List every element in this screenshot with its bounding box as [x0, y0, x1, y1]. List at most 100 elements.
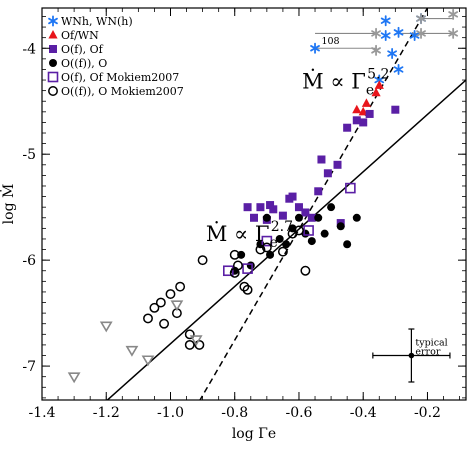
data-point: [294, 203, 303, 212]
data-point: [333, 160, 342, 169]
error-label-error: error: [415, 347, 440, 358]
data-point: [155, 297, 166, 308]
data-point: [229, 249, 240, 260]
data-point: [393, 63, 404, 75]
data-point: [143, 313, 153, 324]
data-point: [266, 201, 275, 210]
data-point: [358, 106, 368, 116]
data-point: [371, 44, 381, 56]
data-point: [255, 244, 266, 255]
data-point: [189, 335, 203, 347]
data-point: [416, 13, 426, 25]
data-point: [294, 213, 303, 222]
data-point: [250, 213, 258, 222]
data-point: [307, 237, 316, 246]
data-point: [310, 42, 320, 54]
fit-line-dashed: [199, 8, 429, 400]
data-point: [391, 105, 400, 114]
x-tick-label: -0.8: [221, 405, 248, 421]
y-axis-title: log Ṁ: [0, 184, 17, 225]
data-point: [359, 118, 368, 127]
data-point: [352, 213, 361, 222]
data-point: [159, 318, 170, 329]
data-point: [246, 261, 255, 270]
data-point: [242, 263, 253, 274]
x-tick-label: -1.4: [29, 405, 56, 421]
equation-lower: Ṁ ∝ Γe2.7: [206, 219, 293, 251]
data-point: [269, 205, 278, 214]
series-4: [223, 182, 356, 277]
data-point: [149, 302, 160, 313]
data-point: [336, 222, 345, 231]
data-point: [352, 104, 362, 114]
error-bar: [372, 328, 451, 383]
data-point: [261, 235, 273, 247]
data-point: [352, 116, 361, 125]
series-1: [352, 80, 384, 116]
x-tick-label: -0.4: [350, 405, 377, 421]
data-point: [380, 30, 391, 42]
data-point: [409, 30, 420, 42]
data-point: [67, 372, 81, 384]
data-point: [165, 289, 176, 300]
data-point: [314, 187, 323, 196]
legend-marker: [48, 86, 58, 96]
data-point: [307, 213, 316, 222]
data-point: [448, 8, 459, 20]
data-point: [374, 80, 384, 89]
y-tick-label: -4: [22, 41, 36, 57]
plot-frame: [41, 7, 467, 401]
data-point: [266, 250, 275, 259]
data-point: [380, 15, 391, 27]
data-point: [243, 203, 252, 212]
data-point: [170, 300, 184, 312]
data-point: [387, 48, 398, 60]
data-point: [141, 355, 155, 367]
data-point: [275, 234, 284, 243]
y-tick-label: -6: [22, 253, 36, 269]
legend-label: O(f), Of: [61, 43, 104, 56]
data-point: [288, 192, 297, 201]
data-point: [223, 265, 234, 277]
data-point: [256, 203, 265, 212]
y-tick-label: -7: [22, 359, 36, 375]
data-point: [393, 26, 404, 38]
data-point: [232, 260, 243, 271]
data-point: [184, 339, 195, 350]
x-tick-label: -1.2: [93, 405, 120, 421]
legend-marker: [47, 71, 59, 83]
x-tick-label: -0.2: [414, 405, 441, 421]
data-point: [314, 213, 323, 222]
legend-label: Of/WN: [61, 29, 99, 42]
data-point: [278, 211, 287, 220]
data-point: [361, 98, 372, 107]
data-point: [343, 240, 352, 249]
series-7: [371, 8, 459, 56]
data-point: [184, 329, 195, 340]
data-point: [320, 229, 329, 238]
series-5: [143, 225, 311, 350]
data-point: [327, 203, 336, 212]
legend-marker: [49, 45, 57, 53]
legend-marker: [48, 15, 58, 27]
data-point: [262, 213, 271, 222]
x-axis-title: log Γe: [232, 426, 276, 442]
data-point: [125, 345, 139, 357]
legend-label: O((f)), O: [61, 57, 107, 70]
data-point: [343, 123, 352, 132]
series-6: [67, 300, 203, 384]
data-point: [416, 27, 426, 39]
data-point: [317, 155, 326, 164]
data-point: [277, 246, 288, 257]
data-point: [371, 27, 381, 39]
data-point: [301, 208, 310, 217]
data-point: [300, 265, 311, 276]
data-point: [323, 169, 332, 178]
legend-marker: [48, 30, 58, 39]
data-point: [242, 284, 253, 295]
data-point: [303, 225, 314, 236]
data-point: [294, 225, 304, 236]
data-point: [282, 240, 291, 249]
